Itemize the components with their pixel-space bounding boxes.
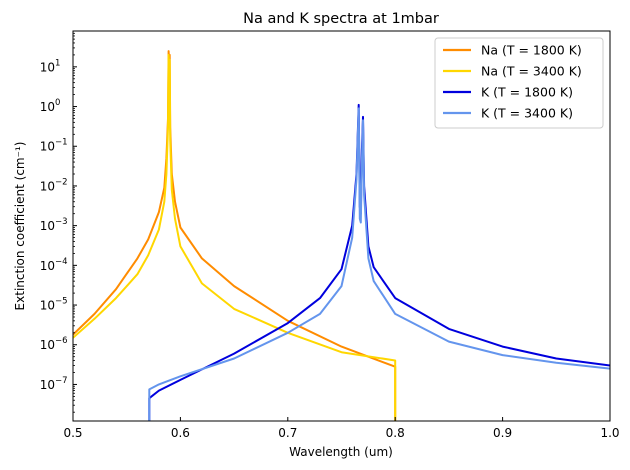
y-tick-exponent: −4 <box>55 257 68 267</box>
y-tick-label: 10 <box>40 140 55 154</box>
y-tick-base: 10 <box>40 299 55 313</box>
y-tick-exponent: −3 <box>55 217 68 227</box>
y-tick-exponent: −1 <box>55 138 68 148</box>
series-line-0 <box>73 50 397 421</box>
y-tick-label: 10 <box>40 259 55 273</box>
series-line-2 <box>148 103 610 421</box>
y-axis-label: Extinction coefficient (cm⁻¹) <box>13 142 27 311</box>
series-line-1 <box>73 53 397 421</box>
x-axis: 0.5 0.6 0.7 0.8 0.9 1.0 <box>63 417 620 440</box>
y-tick-label: 10 <box>40 338 55 352</box>
legend: Na (T = 1800 K) Na (T = 3400 K) K (T = 180… <box>434 37 604 129</box>
x-tick-label: 0.5 <box>63 426 82 440</box>
legend-box <box>434 37 604 129</box>
y-tick-base: 10 <box>40 100 55 114</box>
x-tick-label: 0.7 <box>278 426 297 440</box>
y-tick-base: 10 <box>40 179 55 193</box>
x-tick-label: 0.9 <box>493 426 512 440</box>
series-line-3 <box>148 107 610 421</box>
y-tick-label: 10 <box>40 179 55 193</box>
legend-label: Na (T = 3400 K) <box>481 64 582 79</box>
x-tick-label: 0.6 <box>171 426 190 440</box>
y-tick-base: 10 <box>40 60 55 74</box>
y-tick-label: 10 <box>40 299 55 313</box>
y-tick-exponent: −6 <box>55 336 68 346</box>
y-tick-label: 10 <box>40 219 55 233</box>
legend-label: K (T = 3400 K) <box>481 106 573 121</box>
y-tick-label: 10 <box>40 100 55 114</box>
y-tick-base: 10 <box>40 259 55 273</box>
x-tick-label: 1.0 <box>600 426 619 440</box>
x-tick-label: 0.8 <box>386 426 405 440</box>
legend-label: Na (T = 1800 K) <box>481 43 582 58</box>
y-tick-exponent: −5 <box>55 297 68 307</box>
series-layer <box>73 50 610 421</box>
y-tick-exponent: 0 <box>55 98 60 108</box>
y-tick-label: 10 <box>40 378 55 392</box>
y-tick-base: 10 <box>40 140 55 154</box>
x-axis-label: Wavelength (um) <box>289 445 393 459</box>
y-tick-base: 10 <box>40 378 55 392</box>
y-tick-base: 10 <box>40 219 55 233</box>
y-tick-label: 10 <box>40 60 55 74</box>
y-tick-base: 10 <box>40 338 55 352</box>
chart-title: Na and K spectra at 1mbar <box>243 11 439 27</box>
y-tick-exponent: 1 <box>55 58 60 68</box>
y-tick-exponent: −2 <box>55 177 68 187</box>
y-tick-exponent: −7 <box>55 376 68 386</box>
legend-label: K (T = 1800 K) <box>481 85 573 100</box>
